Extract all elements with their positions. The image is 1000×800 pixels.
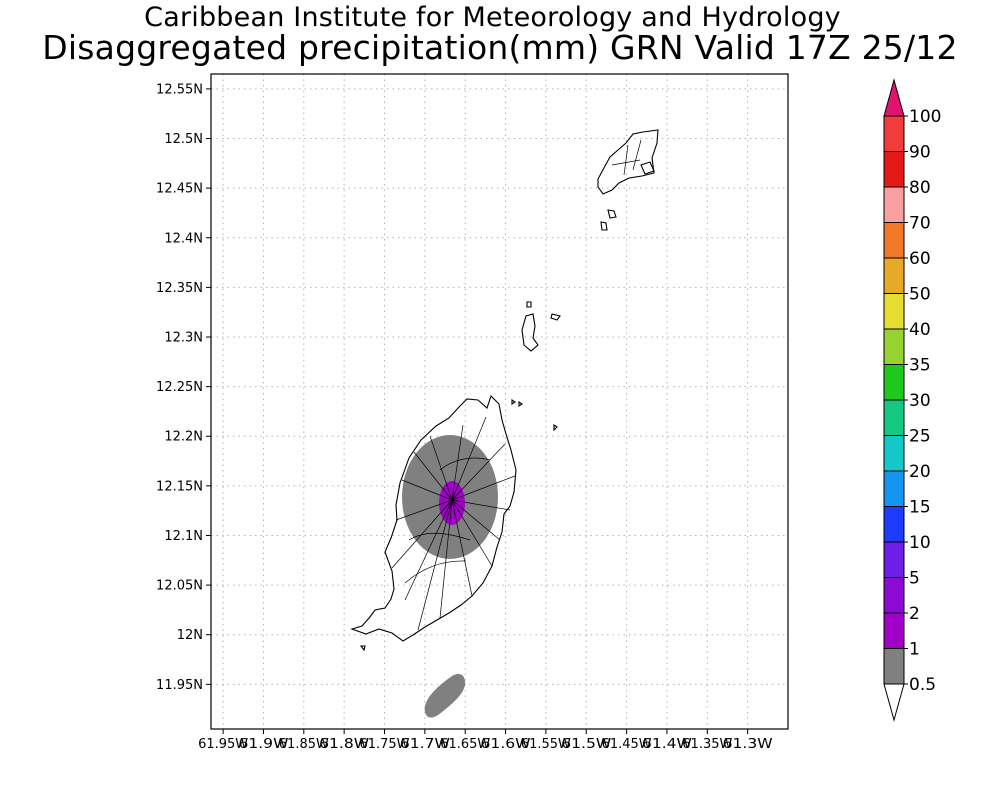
colorbar-level-label: 20 [909,462,931,482]
colorbar-swatch [883,364,905,401]
colorbar-swatch [883,115,905,152]
lat-tick-label: 12.3N [164,330,203,345]
islet-small-b [526,301,532,308]
islet-small-d [553,423,558,432]
islet-small-f [511,398,516,406]
petite-martinique-outline [640,161,655,175]
colorbar-swatch [883,541,905,578]
colorbar-bottom-arrow [883,683,905,722]
colorbar-level-label: 60 [909,249,931,269]
latitude-tick-labels: 12.55N 12.5N 12.45N 12.4N 12.35N 12.3N 12.25N 1… [156,82,211,693]
lon-tick-label: 61.9W [238,737,288,752]
colorbar-swatch [883,577,905,614]
island-ronde-outline [521,313,539,352]
colorbar-swatch [883,222,905,259]
map-frame [210,73,789,730]
colorbar-swatch [883,293,905,330]
map-gridlines [211,74,788,729]
lon-tick-label: 61.6W [481,737,531,752]
colorbar-swatch [883,612,905,649]
lon-tick-label: 61.35W [682,737,732,752]
lon-tick-label: 61.3W [723,737,773,752]
colorbar-level-label: 15 [909,498,931,518]
colorbar-swatch [883,435,905,472]
longitude-tick-labels: 61.95W61.9W61.85W61.8W61.75W61.7W61.65W6… [198,729,773,752]
island-outlines [350,129,659,652]
colorbar-level-label: 2 [909,604,920,624]
lon-tick-label: 61.85W [279,737,329,752]
chart-title-institute: Caribbean Institute for Meteorology and … [144,2,841,33]
island-south-carriacou-2 [600,221,608,231]
lat-tick-label: 12.4N [164,231,203,246]
lat-tick-label: 12.55N [156,82,203,97]
lon-tick-label: 61.5W [561,737,611,752]
lat-tick-label: 12.05N [156,579,203,594]
colorbar-level-label: 35 [909,356,931,376]
lon-tick-label: 61.95W [198,737,248,752]
colorbar-level-label: 90 [909,143,931,163]
colorbar-level-label: 50 [909,285,931,305]
islet-small-e [359,645,366,652]
colorbar-swatch [883,186,905,223]
islet-small-a [550,313,561,321]
lat-tick-label: 12.1N [164,529,203,544]
colorbar-swatch [883,648,905,685]
colorbar-swatch [883,151,905,188]
lat-tick-label: 12.25N [156,380,203,395]
lon-tick-label: 61.65W [440,737,490,752]
islet-small-c [518,400,523,408]
lon-tick-label: 61.8W [319,737,369,752]
lat-tick-label: 12.15N [156,479,203,494]
lat-tick-label: 12.5N [164,132,203,147]
colorbar-level-label: 40 [909,320,931,340]
colorbar-level-label: 5 [909,569,920,589]
lat-tick-label: 12.35N [156,281,203,296]
lon-tick-label: 61.7W [400,737,450,752]
lat-tick-label: 12N [177,628,203,643]
island-south-carriacou-1 [607,209,617,219]
lon-tick-label: 61.55W [521,737,571,752]
rain-area-0.5-1mm-south [424,673,466,718]
lon-tick-label: 61.45W [602,737,652,752]
colorbar-level-label: 0.5 [909,675,936,695]
carriacou-island-outline [597,129,659,195]
lat-tick-label: 12.45N [156,182,203,197]
lon-tick-label: 61.4W [642,737,692,752]
colorbar-level-label: 70 [909,214,931,234]
colorbar-top-arrow [883,78,905,117]
grenada-island-outline [350,394,517,642]
colorbar-level-label: 80 [909,178,931,198]
colorbar-swatch [883,470,905,507]
watershed-boundaries [391,139,642,631]
colorbar-level-label: 30 [909,391,931,411]
colorbar-swatch [883,328,905,365]
colorbar-swatch [883,506,905,543]
precipitation-colorbar: 100 90 80 70 60 50 40 35 30 25 20 15 10 5 2 1 0.5 [883,78,941,722]
chart-title-product: Disaggregated precipitation(mm) GRN Vali… [42,28,958,106]
colorbar-level-label: 100 [909,107,941,127]
colorbar-level-label: 25 [909,427,931,447]
lat-tick-label: 11.95N [156,678,203,693]
map-plot-area [211,74,788,729]
colorbar-level-label: 1 [909,640,920,660]
lon-tick-label: 61.75W [360,737,410,752]
lat-tick-label: 12.2N [164,430,203,445]
colorbar-swatch [883,257,905,294]
colorbar-swatch [883,399,905,436]
colorbar-level-label: 10 [909,533,931,553]
